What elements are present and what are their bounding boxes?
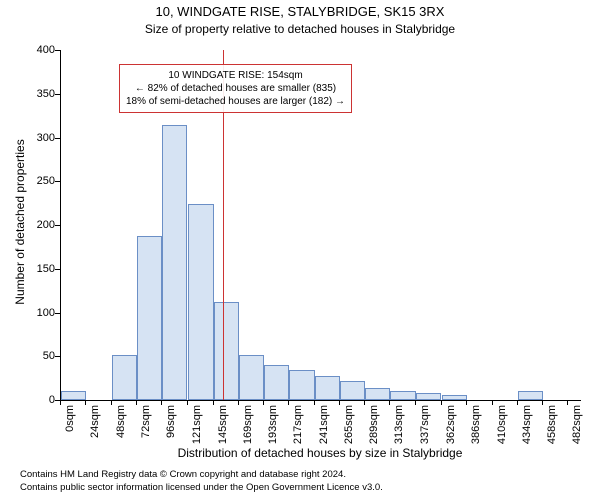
y-axis-ticks: 050100150200250300350400 xyxy=(0,50,60,400)
histogram-bar xyxy=(315,376,340,401)
x-tick-label: 337sqm xyxy=(419,405,431,444)
y-tick-label: 300 xyxy=(37,132,55,144)
x-axis-label: Distribution of detached houses by size … xyxy=(60,446,580,460)
histogram-bar xyxy=(214,302,239,400)
histogram-bar xyxy=(340,381,365,400)
histogram-bar xyxy=(518,391,543,400)
x-tick-label: 362sqm xyxy=(445,405,457,444)
x-tick-label: 24sqm xyxy=(89,405,101,438)
histogram-bar xyxy=(365,388,390,400)
footer-line-1: Contains HM Land Registry data © Crown c… xyxy=(20,469,383,481)
histogram-bar xyxy=(137,236,162,401)
x-tick-label: 410sqm xyxy=(496,405,508,444)
annotation-line: ← 82% of detached houses are smaller (83… xyxy=(126,82,345,95)
y-tick-label: 50 xyxy=(43,350,55,362)
y-tick-label: 350 xyxy=(37,88,55,100)
x-tick-label: 96sqm xyxy=(165,405,177,438)
histogram-bar xyxy=(264,365,289,400)
chart-title-sub: Size of property relative to detached ho… xyxy=(0,22,600,36)
x-tick-label: 169sqm xyxy=(242,405,254,444)
plot-area: 10 WINDGATE RISE: 154sqm← 82% of detache… xyxy=(60,50,581,401)
histogram-bar xyxy=(390,391,415,400)
x-tick-label: 241sqm xyxy=(318,405,330,444)
x-tick-label: 145sqm xyxy=(217,405,229,444)
histogram-bar xyxy=(162,125,187,400)
histogram-bar xyxy=(61,391,86,400)
annotation-line: 10 WINDGATE RISE: 154sqm xyxy=(126,69,345,82)
x-tick-label: 72sqm xyxy=(140,405,152,438)
histogram-bar xyxy=(289,370,314,400)
y-tick-label: 400 xyxy=(37,44,55,56)
x-tick-label: 0sqm xyxy=(64,405,76,432)
x-tick-label: 386sqm xyxy=(470,405,482,444)
histogram-bar xyxy=(239,355,264,401)
x-tick-label: 482sqm xyxy=(571,405,583,444)
x-tick-label: 217sqm xyxy=(292,405,304,444)
x-tick-label: 434sqm xyxy=(521,405,533,444)
x-tick-label: 289sqm xyxy=(368,405,380,444)
y-tick-label: 150 xyxy=(37,263,55,275)
footer-line-2: Contains public sector information licen… xyxy=(20,482,383,494)
y-tick-label: 200 xyxy=(37,219,55,231)
annotation-box: 10 WINDGATE RISE: 154sqm← 82% of detache… xyxy=(119,64,352,113)
x-tick-label: 458sqm xyxy=(546,405,558,444)
x-tick-label: 193sqm xyxy=(267,405,279,444)
x-tick-label: 313sqm xyxy=(393,405,405,444)
annotation-line: 18% of semi-detached houses are larger (… xyxy=(126,95,345,108)
x-tick-label: 48sqm xyxy=(115,405,127,438)
y-tick-label: 250 xyxy=(37,175,55,187)
x-tick-label: 265sqm xyxy=(343,405,355,444)
histogram-bar xyxy=(112,355,137,401)
y-tick-label: 100 xyxy=(37,307,55,319)
footer-attribution: Contains HM Land Registry data © Crown c… xyxy=(20,469,383,494)
chart-container: 10, WINDGATE RISE, STALYBRIDGE, SK15 3RX… xyxy=(0,0,600,500)
x-axis-ticks: 0sqm 24sqm 48sqm 72sqm 96sqm 121sqm 145sqm 169s… xyxy=(60,400,580,450)
histogram-bar xyxy=(416,393,441,400)
x-tick-label: 121sqm xyxy=(191,405,203,444)
chart-title-main: 10, WINDGATE RISE, STALYBRIDGE, SK15 3RX xyxy=(0,4,600,19)
histogram-bar xyxy=(188,204,213,400)
